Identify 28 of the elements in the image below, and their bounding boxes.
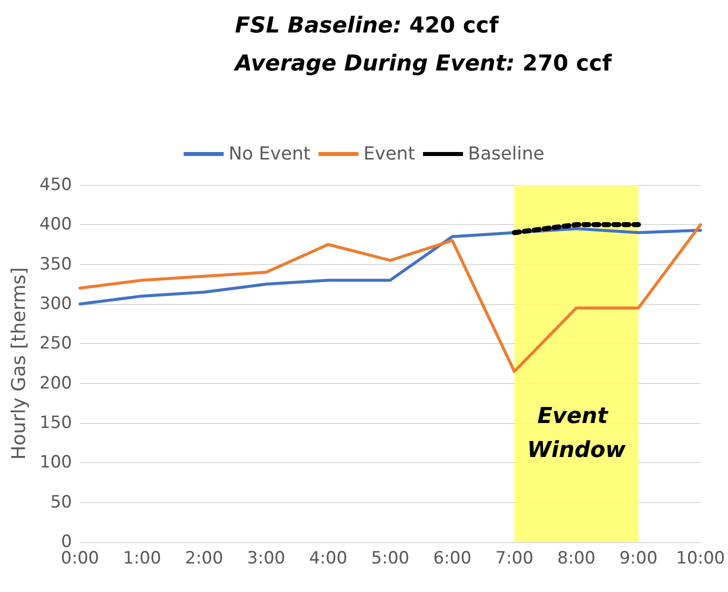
x-tick-label: 10:00 xyxy=(676,548,726,568)
x-tick-label: 6:00 xyxy=(433,548,472,568)
y-axis-title: Hourly Gas [therms] xyxy=(8,267,30,460)
line-series xyxy=(78,227,702,306)
y-tick-label: 400 xyxy=(40,214,72,235)
legend-label: Event xyxy=(363,144,416,164)
x-tick-label: 4:00 xyxy=(309,548,348,568)
y-tick-label: 200 xyxy=(40,373,72,394)
x-tick-label: 9:00 xyxy=(619,548,658,568)
band-label: Event Window xyxy=(527,404,626,463)
y-tick-label: 350 xyxy=(40,254,72,274)
y-tick-label: 50 xyxy=(50,492,72,512)
chart-title: FSL Baseline: 420 ccf xyxy=(235,14,499,38)
y-tick-label: 450 xyxy=(40,175,72,195)
x-tick-label: 2:00 xyxy=(185,548,224,568)
y-tick-label: 250 xyxy=(40,334,72,354)
y-tick-label: 300 xyxy=(40,294,72,314)
x-tick-label: 8:00 xyxy=(557,548,596,568)
chart-subtitle: Average During Event: 270 ccf xyxy=(233,52,612,76)
x-tick-label: 7:00 xyxy=(495,548,534,568)
legend-label: Baseline xyxy=(468,144,544,164)
legend-label: No Event xyxy=(228,144,310,164)
line-series xyxy=(78,223,702,373)
x-tick-label: 5:00 xyxy=(371,548,410,568)
x-tick-label: 3:00 xyxy=(247,548,286,568)
y-tick-label: 150 xyxy=(40,413,72,433)
x-tick-label: 1:00 xyxy=(122,548,162,568)
y-tick-label: 100 xyxy=(40,452,72,473)
